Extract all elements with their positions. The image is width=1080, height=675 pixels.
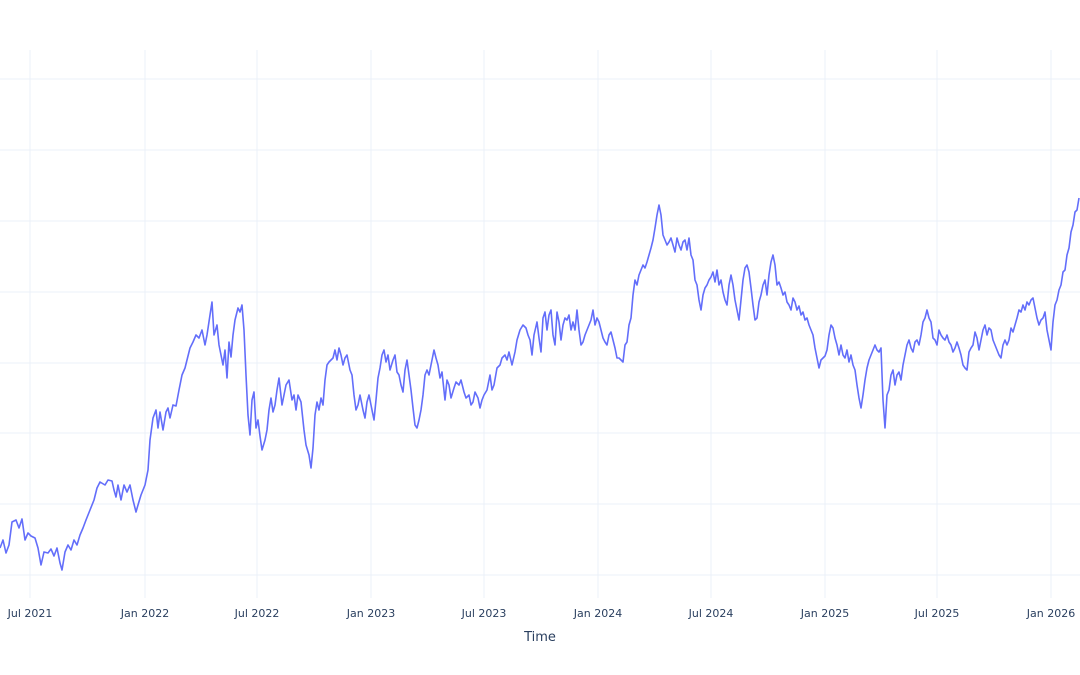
x-tick-label: Jul 2025 <box>914 607 960 620</box>
x-tick-label: Jan 2025 <box>800 607 850 620</box>
x-tick-label: Jan 2023 <box>346 607 396 620</box>
x-tick-label: Jan 2024 <box>573 607 623 620</box>
x-tick-label: Jul 2024 <box>688 607 734 620</box>
x-tick-label: Jul 2023 <box>461 607 507 620</box>
x-axis-title: Time <box>524 630 556 645</box>
series-line <box>0 197 1080 571</box>
x-tick-label: Jan 2026 <box>1026 607 1076 620</box>
x-tick-label: Jul 2022 <box>234 607 280 620</box>
vertical-gridlines <box>29 50 1052 598</box>
x-tick-label: Jul 2021 <box>7 607 53 620</box>
horizontal-gridlines <box>0 78 1080 576</box>
x-tick-label: Jan 2022 <box>120 607 170 620</box>
